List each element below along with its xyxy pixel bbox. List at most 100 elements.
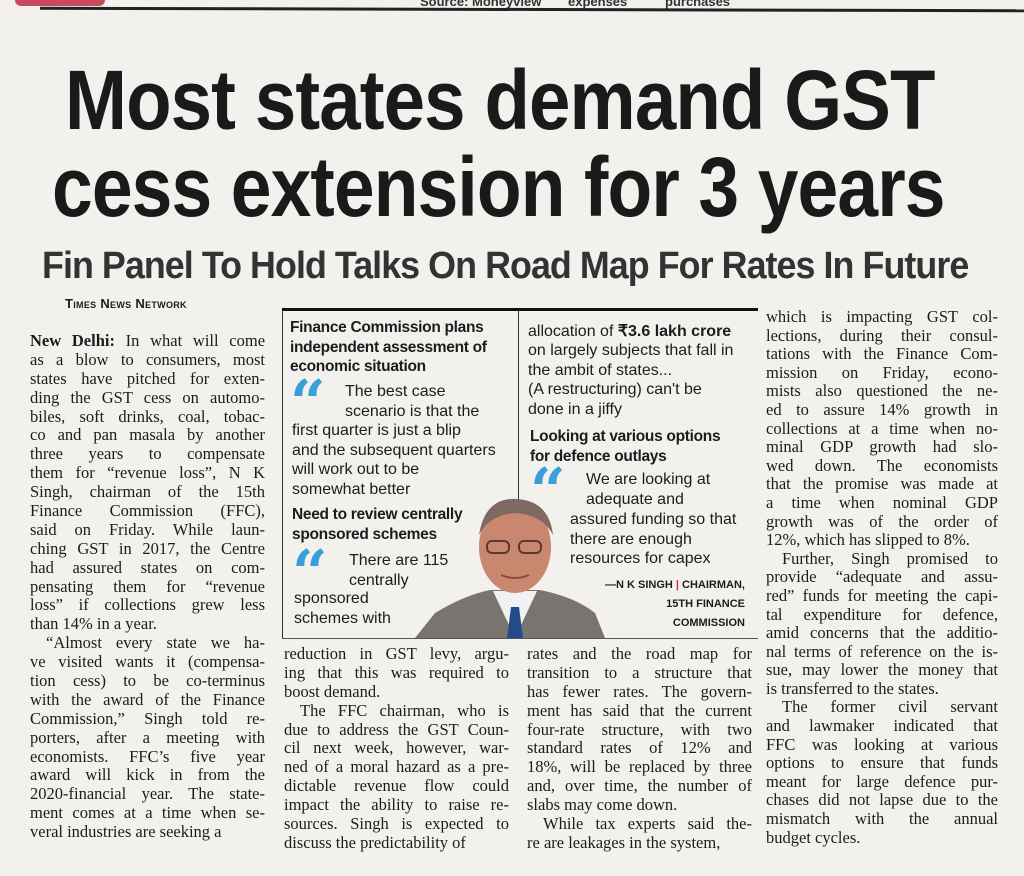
article-line: has fewer rates. The govern- [527, 683, 752, 702]
article-line-text: loss” if collections grew less [30, 596, 265, 615]
box-line: and the subsequent quarters [292, 441, 496, 459]
box-heading-3: Looking at various options for defence ou… [530, 427, 721, 466]
article-line: tal expenditure for defence, [766, 606, 998, 625]
article-line: tion cess) to be co-terminus [30, 672, 265, 691]
box-line: first quarter is just a blip [292, 422, 461, 439]
article-line-text: impact the ability to raise re- [284, 796, 509, 815]
article-line: with the award of the Finance [30, 691, 265, 710]
box-line: Need to review centrally [292, 506, 463, 523]
article-line-text: ing that this was required to [284, 663, 509, 682]
article-line: lections, during their consul- [766, 327, 998, 346]
attribution-role: CHAIRMAN, [682, 579, 745, 591]
dateline: New Delhi: [30, 332, 115, 350]
article-line-text: that the promise was made at [766, 475, 998, 494]
article-line-text: rates and the road map for [527, 645, 752, 663]
article-line-text: porters, after a meeting with [30, 728, 265, 747]
box-line: resources for capex [570, 550, 711, 567]
article-line: New Delhi: In what will come [30, 332, 265, 351]
article-line-text: ed to assure 14% growth in [766, 400, 998, 419]
box-line: Looking at various options [530, 428, 721, 445]
article-line-text: reduction in GST levy, argu- [284, 645, 509, 663]
article-line-text: tal expenditure for defence, [766, 605, 998, 624]
article-line: 12%, which has slipped to 8%. [766, 531, 998, 550]
article-line: reduction in GST levy, argu- [284, 645, 509, 664]
article-line: chases did not lapse due to the [766, 791, 998, 810]
source-fragment: Source: Moneyview [420, 0, 542, 9]
article-line: four-rate structure, with two [527, 721, 752, 740]
article-column-1: New Delhi: In what will come as a blow to… [30, 332, 265, 842]
article-line-text: discuss the predictability of [284, 833, 466, 852]
box-line: assured funding so that [570, 511, 737, 528]
article-line-text: “Almost every state we ha- [46, 634, 265, 653]
box-line: sponsored [294, 590, 369, 607]
box-line: centrally [349, 571, 409, 589]
article-line: Further, Singh promised to [766, 550, 998, 569]
article-line: veral industries are seeking a [30, 823, 265, 842]
article-line-text: amid concerns that the additio- [766, 624, 998, 643]
box-line: (A restructuring) can't be [528, 381, 702, 398]
article-line: slabs may come down. [527, 796, 752, 815]
article-line-text: 2020-financial year. The state- [30, 785, 265, 804]
article-line: 2020-financial year. The state- [30, 785, 265, 804]
article-line: ment has said that the current [527, 702, 752, 721]
article-line: tations with the Finance Com- [766, 345, 998, 364]
article-line: award will kick in from the [30, 766, 265, 785]
quote-3-start: We are looking at adequate and [586, 470, 710, 509]
article-line-text: meant for large defence pur- [766, 772, 998, 791]
article-line: said on Friday. While laun- [30, 521, 265, 540]
article-line-text: boost demand. [284, 682, 381, 701]
article-line-text: co and pan masala by another [30, 426, 265, 445]
attribution-name: —N K SINGH [605, 579, 673, 591]
article-line-text: cil next week, however, war- [284, 739, 509, 758]
headline-line-1: Most states demand GST [65, 53, 935, 147]
article-line: boost demand. [284, 683, 509, 702]
article-line: a time when nominal GDP [766, 494, 998, 513]
box-line: We are looking at [586, 471, 711, 488]
article-line-text: FFC was looking at various [766, 735, 998, 754]
article-line: provide “adequate and assu- [766, 568, 998, 587]
article-line-text: them for “revenue loss”, N K [30, 464, 265, 483]
article-line-text: Commission,” Singh told re- [30, 709, 265, 728]
article-line: ing that this was required to [284, 664, 509, 683]
article-line-text: and, over time, the number of [527, 777, 752, 796]
article-line-text: states have pitched for exten- [30, 369, 265, 388]
article-line: meant for large defence pur- [766, 773, 998, 792]
article-line-text: minal GDP growth had slo- [766, 438, 998, 457]
article-line: While tax experts said the- [527, 815, 752, 834]
quote-2-rest: sponsored schemes with [294, 589, 391, 628]
article-line-text: ment comes at a time when se- [30, 804, 265, 823]
attribution: —N K SINGH | CHAIRMAN, 15TH FINANCE COMM… [600, 576, 745, 633]
expenses-fragment: expenses [568, 0, 628, 9]
quote-1-rest: first quarter is just a blip and the subs… [292, 421, 496, 499]
article-line-text: three years to compensate [30, 445, 265, 464]
quote-icon: “ [530, 466, 566, 506]
article-line: ned of a moral hazard as a pre- [284, 758, 509, 777]
quote-2-start: There are 115 centrally [349, 551, 448, 590]
article-line-text: four-rate structure, with two [527, 720, 752, 739]
article-line: sue, may lower the money that [766, 661, 998, 680]
article-line-text: ching GST in 2017, the Centre [30, 539, 265, 558]
quote-1-start: The best case scenario is that the [345, 382, 479, 421]
box-line: economic situation [290, 358, 426, 375]
article-line-text: mission on Friday, econo- [766, 363, 998, 382]
article-line: had assured states on com- [30, 559, 265, 578]
article-line: nal terms of reference on the is- [766, 643, 998, 662]
box-line: independent assessment of [290, 338, 487, 356]
article-line: options to ensure that funds [766, 754, 998, 773]
article-line: standard rates of 12% and [527, 739, 752, 758]
n-k-singh-photo [415, 498, 605, 638]
article-line-text: Further, Singh promised to [782, 549, 998, 568]
article-line-text: growth was of the order of [766, 512, 998, 531]
article-line-text: transition to a structure that [527, 663, 752, 682]
article-line: Finance Commission (FFC), [30, 502, 265, 521]
article-line: “Almost every state we ha- [30, 634, 265, 653]
article-line: wed down. The economists [766, 457, 998, 476]
article-line-text: said on Friday. While laun- [30, 520, 265, 539]
article-line: mismatch with the annual [766, 810, 998, 829]
article-line: ment comes at a time when se- [30, 804, 265, 823]
box-line: The best case [345, 383, 446, 400]
article-line: Commission,” Singh told re- [30, 710, 265, 729]
article-line: impact the ability to raise re- [284, 796, 509, 815]
article-line-text: biles, soft drinks, coal, tobac- [30, 407, 265, 426]
quote-box [282, 310, 758, 639]
